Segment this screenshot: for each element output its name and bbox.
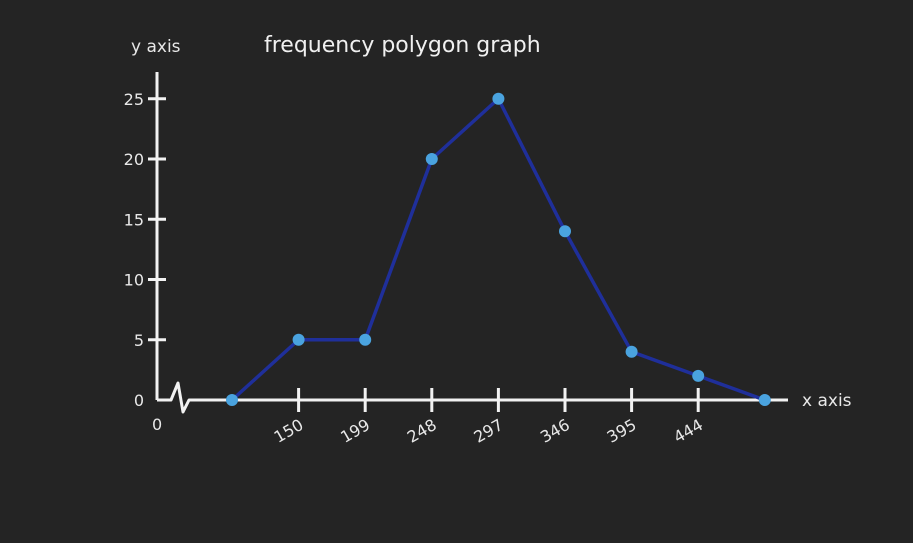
axes	[155, 72, 788, 414]
y-tick-label: 20	[124, 150, 144, 169]
data-point	[492, 92, 505, 105]
x-tick-label: 248	[404, 415, 440, 447]
data-point	[425, 153, 438, 165]
y-ticks: 0 5 10 15 20 25	[124, 90, 166, 410]
y-axis-label: y axis	[131, 37, 181, 57]
y-tick-label: 0	[134, 391, 144, 410]
x-tick-label: 395	[604, 415, 640, 447]
x-ticks: 150 199 248 297 346 395 444	[271, 388, 706, 447]
data-point	[625, 345, 638, 358]
y-tick-label: 10	[124, 271, 144, 290]
data-point	[559, 225, 571, 238]
y-tick-label: 25	[124, 90, 144, 109]
x-tick-label: 346	[537, 415, 573, 447]
x-axis-label: x axis	[802, 391, 852, 411]
x-tick-label: 150	[271, 415, 307, 447]
series-group	[226, 92, 771, 406]
y-tick-label: 15	[124, 210, 144, 229]
data-point	[226, 394, 238, 406]
x-tick-label: 199	[337, 415, 373, 447]
origin-label: 0	[152, 415, 162, 434]
data-point	[692, 369, 705, 382]
axis-break	[157, 381, 193, 414]
data-point	[292, 333, 305, 346]
chart-title: frequency polygon graph	[264, 33, 541, 58]
x-tick-label: 444	[670, 415, 706, 447]
series-line	[230, 97, 766, 402]
data-point	[359, 333, 372, 346]
x-tick-label: 297	[470, 415, 506, 447]
data-point	[758, 394, 771, 406]
y-tick-label: 5	[134, 331, 144, 350]
